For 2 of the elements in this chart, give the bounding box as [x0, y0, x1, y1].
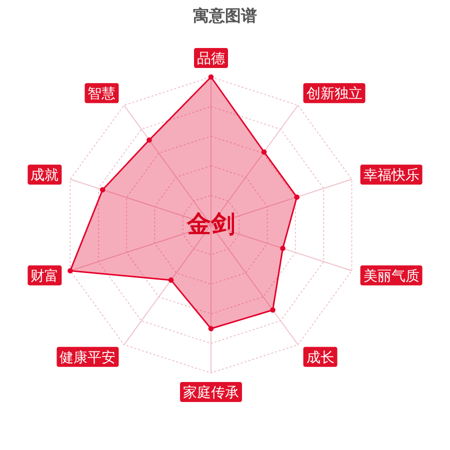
chart-title: 寓意图谱: [193, 6, 257, 25]
text: 金剑: [186, 210, 235, 238]
